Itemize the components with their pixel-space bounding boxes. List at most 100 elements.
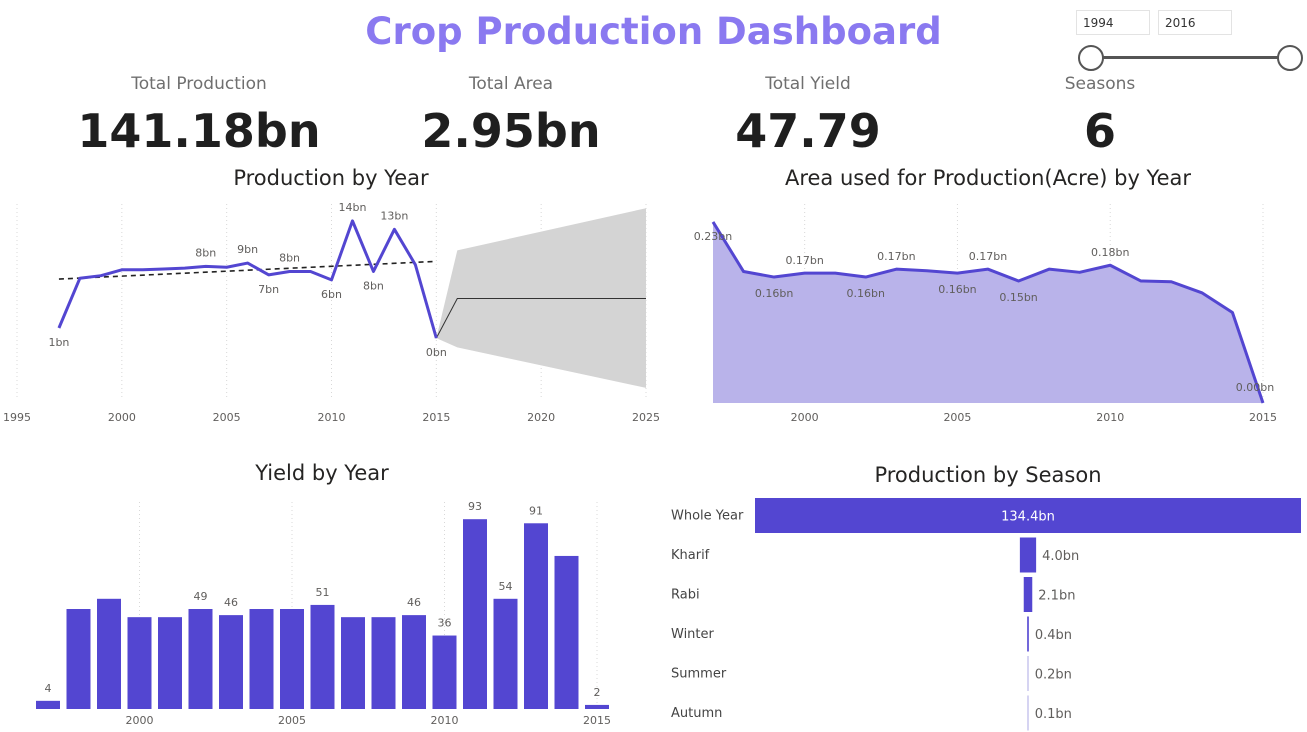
x-tick-label: 2020 (527, 411, 555, 424)
category-label: Winter (671, 627, 715, 642)
x-tick-label: 2000 (791, 411, 819, 424)
data-label: 0.15bn (999, 291, 1037, 304)
x-tick-label: 2015 (583, 714, 611, 727)
data-label: 0.00bn (1236, 381, 1274, 394)
production-by-year-chart: 1995 2000 2005 2010 2015 2020 2025 1bn 8bn 9bn 7bn… (3, 201, 660, 424)
data-label: 0.2bn (1035, 668, 1072, 683)
season-bar (1027, 616, 1029, 652)
category-label: Kharif (671, 548, 710, 563)
data-label: 0.17bn (877, 250, 915, 263)
yield-bar (280, 609, 304, 709)
yield-bar (585, 704, 609, 709)
season-bar (1019, 537, 1037, 573)
data-label: 8bn (195, 246, 216, 259)
data-label: 8bn (363, 279, 384, 292)
yield-bar (554, 555, 579, 709)
yield-bar (402, 615, 426, 709)
data-label: 0.17bn (969, 250, 1007, 263)
data-label: 0.23bn (694, 230, 732, 243)
x-tick-label: 2025 (632, 411, 660, 424)
slicer-start-handle[interactable] (1078, 45, 1104, 71)
data-label: 36 (438, 617, 452, 630)
kpi-seasons-value: 6 (1083, 104, 1116, 158)
yield-bar (127, 617, 152, 709)
yield-bar (188, 609, 213, 709)
season-bar (755, 498, 1301, 533)
data-label: 54 (499, 580, 513, 593)
yield-bar (371, 617, 396, 709)
yield-bar (463, 519, 487, 709)
x-tick-label: 2000 (108, 411, 136, 424)
production-by-year-title: Production by Year (233, 166, 429, 190)
category-label: Autumn (671, 706, 722, 721)
kpi-seasons-label: Seasons (1064, 74, 1136, 94)
yield-bar (219, 615, 243, 709)
yield-bar (158, 617, 182, 709)
area-line (711, 221, 1265, 404)
data-label: 0.16bn (755, 287, 793, 300)
yield-bar (249, 609, 274, 709)
data-label: 4 (45, 682, 52, 695)
x-tick-label: 2005 (278, 714, 306, 727)
yield-bar (432, 635, 457, 709)
data-label: 2.1bn (1038, 589, 1075, 604)
data-label: 0.16bn (938, 283, 976, 296)
slicer-start-input[interactable]: 1994 (1076, 10, 1150, 35)
data-label: 51 (316, 586, 330, 599)
x-tick-label: 2010 (1096, 411, 1124, 424)
yield-bar (524, 523, 548, 709)
data-label: 1bn (48, 336, 69, 349)
category-label: Rabi (671, 588, 700, 603)
data-label: 0.16bn (847, 287, 885, 300)
data-label: 2 (594, 686, 601, 699)
area-by-year-title: Area used for Production(Acre) by Year (784, 166, 1192, 190)
x-tick-label: 2005 (213, 411, 241, 424)
production-by-season-chart: Whole Year 134.4bn Kharif 4.0bn Rabi 2.1bn Win… (671, 498, 1301, 731)
kpi-total-area-label: Total Area (468, 74, 554, 94)
yield-by-year-title: Yield by Year (255, 461, 389, 485)
data-label: 8bn (279, 251, 300, 264)
yield-bar (97, 598, 121, 709)
forecast-line (435, 297, 646, 339)
slicer-track[interactable] (1090, 56, 1290, 59)
slicer-end-handle[interactable] (1277, 45, 1303, 71)
data-label: 49 (194, 590, 208, 603)
data-label: 0.18bn (1091, 246, 1129, 259)
data-label: 93 (468, 500, 482, 513)
x-tick-label: 2015 (1249, 411, 1277, 424)
data-label: 6bn (321, 288, 342, 301)
production-line (57, 219, 438, 339)
yield-by-year-chart: 2000 2005 2010 2015 4 49 46 51 46 36 93 54 91 2 (36, 500, 611, 727)
data-label: 0bn (426, 346, 447, 359)
category-label: Whole Year (671, 509, 744, 524)
data-label: 13bn (380, 209, 408, 222)
yield-bar (36, 700, 60, 709)
x-tick-label: 2010 (318, 411, 346, 424)
yield-bar (493, 598, 518, 709)
area-by-year-chart: 2000 2005 2010 2015 0.23bn 0.16bn 0.17bn 0.16bn… (694, 204, 1277, 424)
season-bar (1027, 695, 1029, 731)
slicer-end-input[interactable]: 2016 (1158, 10, 1232, 35)
yield-bar (310, 604, 335, 709)
data-label: 46 (224, 596, 238, 609)
data-label: 4.0bn (1042, 549, 1079, 564)
data-label: 0.1bn (1035, 707, 1072, 722)
x-tick-label: 2015 (422, 411, 450, 424)
kpi-total-production-value: 141.18bn (77, 104, 321, 158)
x-tick-label: 2010 (431, 714, 459, 727)
data-label: 9bn (237, 243, 258, 256)
category-label: Summer (671, 667, 727, 682)
yield-bar (66, 609, 91, 709)
data-label: 134.4bn (1001, 510, 1055, 525)
season-bar (1027, 656, 1029, 691)
yield-bar (341, 617, 365, 709)
data-label: 46 (407, 596, 421, 609)
x-tick-label: 2000 (126, 714, 154, 727)
x-tick-label: 2005 (943, 411, 971, 424)
kpi-total-production-label: Total Production (131, 74, 267, 94)
kpi-total-yield-label: Total Yield (765, 74, 851, 94)
data-label: 0.4bn (1035, 628, 1072, 643)
production-by-season-title: Production by Season (874, 463, 1102, 487)
data-label: 91 (529, 504, 543, 517)
kpi-total-area-value: 2.95bn (421, 104, 601, 158)
